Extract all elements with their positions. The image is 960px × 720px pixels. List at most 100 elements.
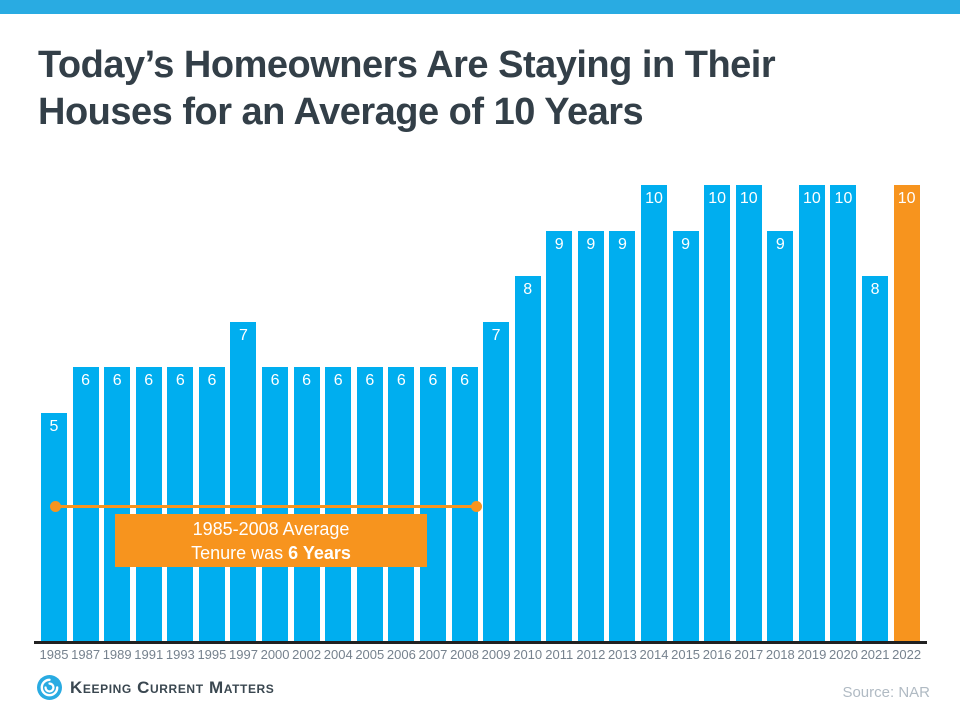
bar-2006: 6 xyxy=(388,367,415,641)
x-tick-label: 2013 xyxy=(607,647,637,662)
bar-value-label: 9 xyxy=(586,236,596,253)
bar-value-label: 5 xyxy=(49,418,59,435)
bar-2021: 8 xyxy=(862,276,889,641)
bar-2009: 7 xyxy=(483,322,510,641)
x-tick-label: 1987 xyxy=(71,647,101,662)
bar-value-label: 8 xyxy=(870,281,880,298)
x-tick-label: 1993 xyxy=(165,647,195,662)
x-tick-label: 2005 xyxy=(355,647,385,662)
page-title: Today’s Homeowners Are Staying in Their … xyxy=(38,42,938,136)
bar-value-label: 6 xyxy=(112,372,122,389)
x-labels-row: 1985 1987 1989 1991 1993 1995 1997 2000 2002 2004… xyxy=(39,647,922,662)
bar-2011: 9 xyxy=(546,231,573,641)
tenure-bar-chart: 5 6 6 6 6 6 7 6 6 6 6 6 6 6 7 8 9 9 9 10 9 10 10 9 10 10 8 10 1985 1… xyxy=(34,185,927,665)
bar-2022: 10 xyxy=(893,185,920,641)
bar-value-label: 6 xyxy=(396,372,406,389)
bar-value-label: 8 xyxy=(523,281,533,298)
x-tick-label: 2008 xyxy=(450,647,479,662)
bar-2004: 6 xyxy=(325,367,352,641)
bar-value-label: 10 xyxy=(739,190,758,207)
bar-1985: 5 xyxy=(41,413,67,641)
kcm-logo-text: Keeping Current Matters xyxy=(70,677,275,697)
bar-1991: 6 xyxy=(135,367,162,641)
bar-1995: 6 xyxy=(198,367,225,641)
bar-value-label: 10 xyxy=(802,190,821,207)
x-tick-label: 2016 xyxy=(702,647,732,662)
bar-value-label: 6 xyxy=(302,372,312,389)
bar-value-label: 6 xyxy=(365,372,375,389)
x-tick-label: 2006 xyxy=(386,647,416,662)
x-tick-label: 2002 xyxy=(292,647,322,662)
source-attribution: Source: NAR xyxy=(842,684,930,701)
kcm-logo: Keeping Current Matters xyxy=(37,675,274,700)
x-tick-label: 2020 xyxy=(829,647,858,662)
bar-2010: 8 xyxy=(514,276,541,641)
bar-2013: 9 xyxy=(609,231,636,641)
x-tick-label: 1997 xyxy=(229,647,258,662)
x-tick-label: 2007 xyxy=(418,647,448,662)
bar-2017: 10 xyxy=(735,185,762,641)
bar-2016: 10 xyxy=(704,185,731,641)
bar-value-label: 10 xyxy=(645,190,663,207)
x-tick-label: 2018 xyxy=(765,647,795,662)
bar-2018: 9 xyxy=(767,231,794,641)
bar-value-label: 6 xyxy=(460,372,469,389)
bar-2019: 10 xyxy=(798,185,825,641)
bar-value-label: 10 xyxy=(834,190,853,207)
x-tick-label: 2019 xyxy=(797,647,827,662)
x-tick-label: 1989 xyxy=(102,647,132,662)
bar-1997: 7 xyxy=(230,322,257,641)
bar-value-label: 7 xyxy=(491,327,501,344)
top-accent-bar xyxy=(0,0,960,14)
bar-value-label: 6 xyxy=(207,372,217,389)
x-tick-label: 2022 xyxy=(892,647,922,662)
x-tick-label: 2004 xyxy=(323,647,353,662)
x-tick-label: 2012 xyxy=(576,647,606,662)
x-tick-label: 2015 xyxy=(671,647,701,662)
bar-value-label: 6 xyxy=(428,372,438,389)
bar-1987: 6 xyxy=(72,367,99,641)
bar-value-label: 7 xyxy=(239,327,248,344)
average-tenure-callout: 1985-2008 Average Tenure was 6 Years xyxy=(115,514,427,567)
bar-1989: 6 xyxy=(104,367,131,641)
x-tick-label: 1991 xyxy=(134,647,164,662)
bar-2014: 10 xyxy=(640,185,667,641)
kcm-swirl-icon xyxy=(37,675,62,700)
bar-1993: 6 xyxy=(167,367,194,641)
bars-row: 5 6 6 6 6 6 7 6 6 6 6 6 6 6 7 8 9 9 9 10 9 10 10 9 10 10 8 10 xyxy=(41,185,920,641)
title-line-1: Today’s Homeowners Are Staying in Their xyxy=(38,44,776,86)
span-line-left-dot xyxy=(50,501,61,512)
bar-2015: 9 xyxy=(672,231,699,641)
bar-value-label: 6 xyxy=(270,372,280,389)
x-axis-line xyxy=(34,641,927,644)
x-tick-label: 1985 xyxy=(39,647,69,662)
x-tick-label: 1995 xyxy=(197,647,227,662)
bar-2020: 10 xyxy=(830,185,857,641)
title-line-2: Houses for an Average of 10 Years xyxy=(38,91,644,133)
bar-value-label: 10 xyxy=(708,190,727,207)
bar-value-label: 6 xyxy=(81,372,91,389)
bar-2005: 6 xyxy=(356,367,383,641)
x-tick-label: 2009 xyxy=(481,647,511,662)
x-tick-label: 2010 xyxy=(513,647,543,662)
bar-2002: 6 xyxy=(293,367,320,641)
span-line-right-dot xyxy=(471,501,482,512)
bar-2000: 6 xyxy=(262,367,289,641)
bar-2012: 9 xyxy=(577,231,604,641)
x-tick-label: 2000 xyxy=(260,647,290,662)
callout-line-2-bold: 6 Years xyxy=(288,543,351,563)
callout-line-2-normal: Tenure was xyxy=(191,543,289,563)
bar-value-label: 6 xyxy=(175,372,185,389)
average-span-line xyxy=(50,501,482,512)
bar-value-label: 9 xyxy=(775,236,785,253)
x-tick-label: 2021 xyxy=(860,647,890,662)
bar-value-label: 9 xyxy=(554,236,564,253)
bar-value-label: 9 xyxy=(617,236,627,253)
bar-value-label: 9 xyxy=(681,236,691,253)
x-tick-label: 2017 xyxy=(734,647,764,662)
bar-value-label: 6 xyxy=(144,372,154,389)
bar-value-label: 10 xyxy=(897,190,916,207)
callout-line-1: 1985-2008 Average xyxy=(192,519,350,539)
bar-value-label: 6 xyxy=(333,372,343,389)
